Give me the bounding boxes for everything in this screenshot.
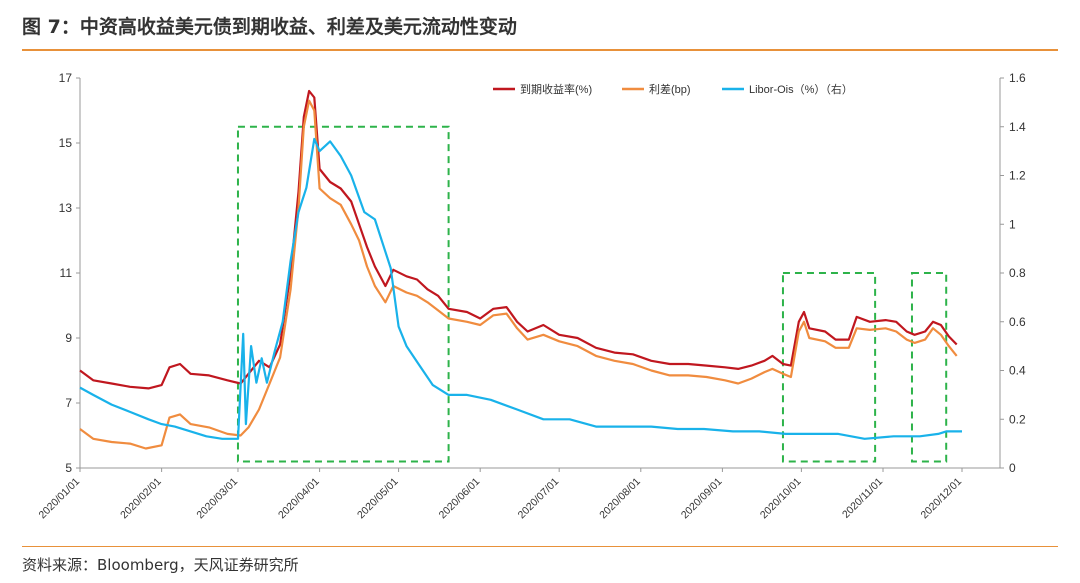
legend-label-3: Libor-Ois（%）（右） [749, 82, 853, 96]
x-tick-label: 2020/12/01 [918, 476, 964, 522]
y-right-tick-label: 0.2 [1009, 412, 1026, 426]
x-tick-label: 2020/04/01 [276, 476, 322, 522]
y-right-tick-label: 1.6 [1009, 71, 1026, 85]
y-left-tick-label: 11 [60, 266, 73, 280]
series-lines [79, 89, 962, 450]
x-tick-label: 2020/09/01 [679, 476, 725, 522]
highlight-box [910, 272, 948, 463]
highlight-box [781, 272, 877, 463]
x-tick-label: 2020/02/01 [118, 476, 164, 522]
legend: 到期收益率(%) 利差(bp) Libor-Ois（%）（右） [493, 82, 853, 96]
x-tick-label: 2020/03/01 [194, 476, 240, 522]
axes-frame [76, 77, 1004, 472]
x-tick-label: 2020/10/01 [758, 476, 804, 522]
x-tick-label: 2020/05/01 [355, 476, 401, 522]
series-line-1 [79, 89, 958, 390]
y-right-tick-label: 0.4 [1009, 364, 1026, 378]
y-left-tick-label: 17 [59, 71, 73, 85]
x-tick-label: 2020/01/01 [36, 476, 82, 522]
legend-label-2: 利差(bp) [649, 82, 691, 96]
y-right-tick-label: 0 [1009, 461, 1016, 475]
x-tick-label: 2020/07/01 [516, 476, 562, 522]
x-tick-label: 2020/11/01 [840, 476, 885, 521]
tick-labels: 5 7 9 11 13 15 17 0 0.2 0.4 0.6 0.8 1 1.2 1.4 1.6 2020/0… [36, 71, 1026, 521]
y-left-tick-label: 15 [59, 136, 73, 150]
y-right-tick-label: 1 [1009, 217, 1016, 231]
legend-label-1: 到期收益率(%) [520, 82, 592, 96]
y-left-tick-label: 9 [65, 331, 72, 345]
title-rule [22, 49, 1058, 51]
y-right-tick-label: 1.4 [1009, 120, 1026, 134]
y-right-tick-label: 0.6 [1009, 315, 1026, 329]
y-left-tick-label: 13 [59, 201, 73, 215]
chart-title: 图 7：中资高收益美元债到期收益、利差及美元流动性变动 [22, 16, 517, 38]
source-rule [22, 546, 1058, 547]
series-line-2 [79, 99, 958, 450]
x-tick-label: 2020/08/01 [597, 476, 643, 522]
y-right-tick-label: 1.2 [1009, 169, 1026, 183]
source-note: 资料来源：Bloomberg，天风证券研究所 [22, 556, 299, 574]
y-right-tick-label: 0.8 [1009, 266, 1026, 280]
x-tick-label: 2020/06/01 [437, 476, 483, 522]
highlight-box [236, 125, 450, 463]
highlight-boxes [236, 125, 948, 463]
y-left-tick-label: 5 [65, 461, 72, 475]
series-line-3 [79, 137, 962, 440]
y-left-tick-label: 7 [65, 396, 72, 410]
